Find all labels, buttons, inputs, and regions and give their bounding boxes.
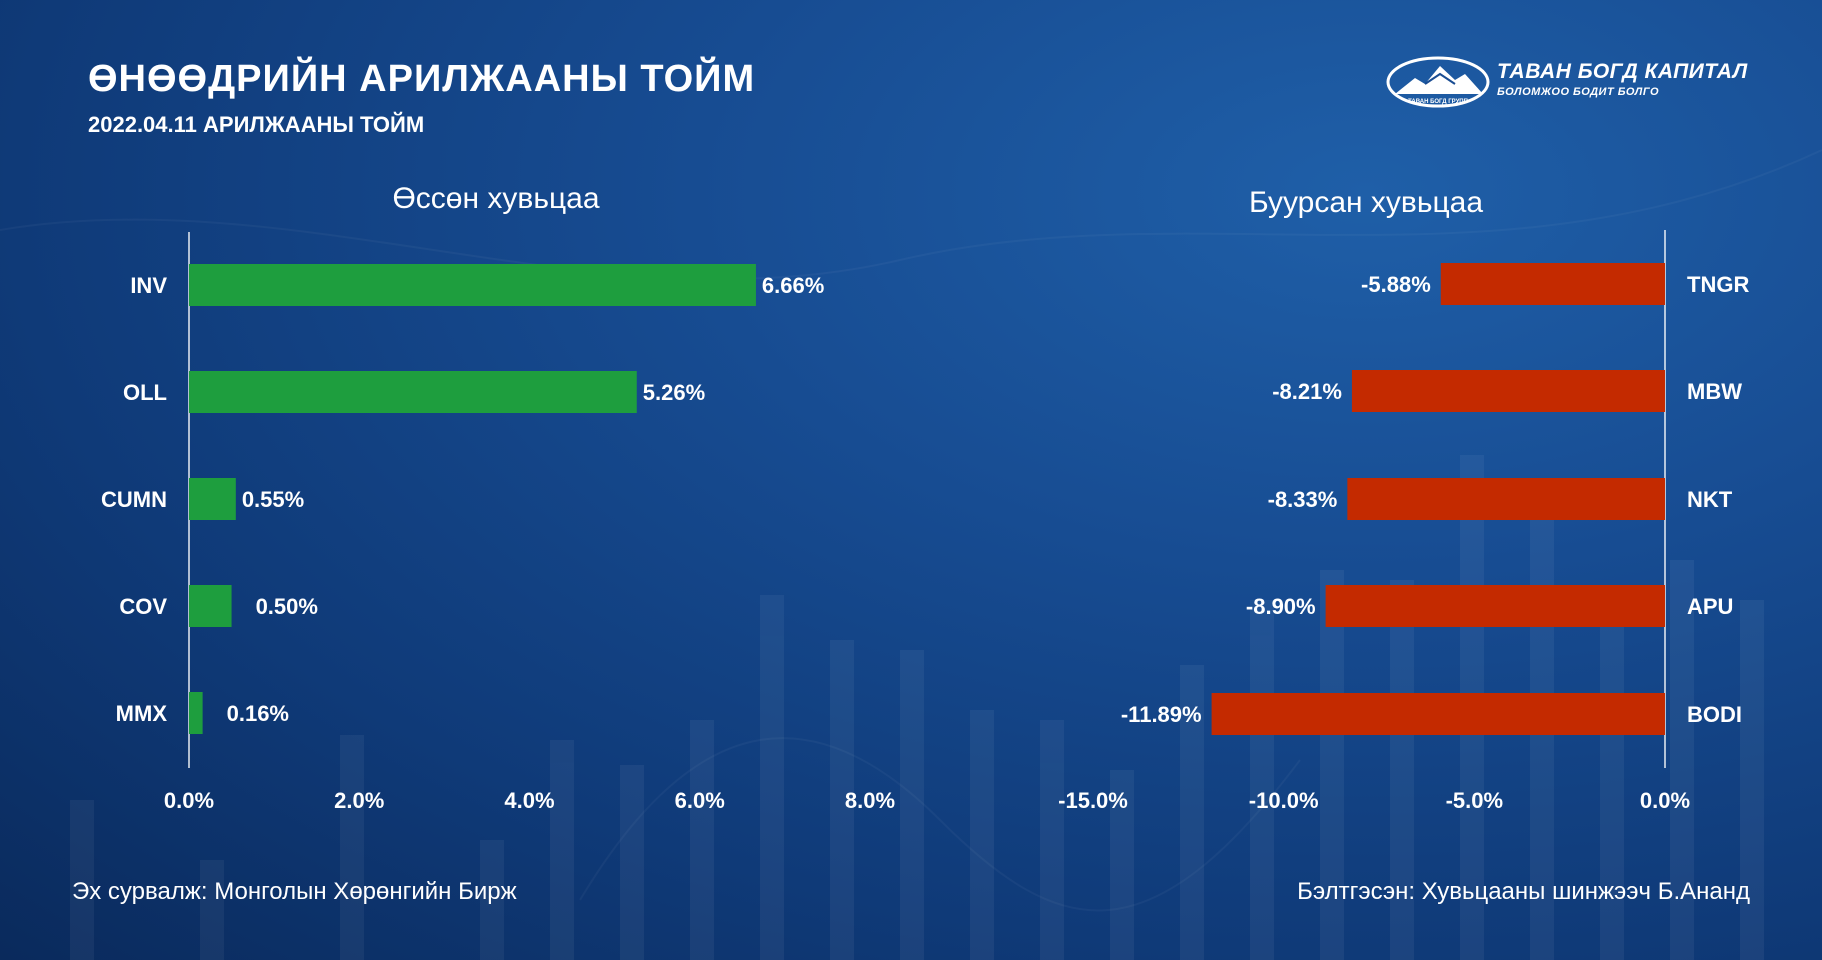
source-note: Эх сурвалж: Монголын Хөрөнгийн Бирж [72, 878, 517, 905]
bar [1351, 370, 1665, 412]
category-label: CUMN [101, 487, 167, 512]
category-label: MMX [116, 701, 168, 726]
logo-tagline: БОЛОМЖОО БОДИТ БОЛГО [1497, 86, 1660, 98]
category-label: APU [1687, 594, 1733, 619]
page-subtitle: 2022.04.11 АРИЛЖААНЫ ТОЙМ [88, 112, 425, 137]
bar [1440, 263, 1665, 305]
data-label: 6.66% [762, 273, 824, 298]
x-tick-label: 6.0% [675, 788, 725, 813]
data-label: -8.90% [1246, 594, 1316, 619]
x-tick-label: 0.0% [1640, 788, 1690, 813]
x-tick-label: 0.0% [164, 788, 214, 813]
bar [1211, 693, 1665, 735]
bar [189, 264, 756, 306]
bar [189, 371, 637, 413]
data-label: 0.55% [242, 487, 304, 512]
chart-title: Өссөн хувьцаа [392, 182, 599, 215]
x-tick-label: 2.0% [334, 788, 384, 813]
category-label: BODI [1687, 702, 1742, 727]
mountain-logo-icon: ТАВАН БОГД ГРУПП [1386, 56, 1490, 108]
category-label: MBW [1687, 379, 1742, 404]
svg-text:ТАВАН БОГД ГРУПП: ТАВАН БОГД ГРУПП [1408, 99, 1468, 105]
data-label: -8.21% [1272, 379, 1342, 404]
data-label: 0.50% [256, 594, 318, 619]
bar [189, 585, 232, 627]
company-logo: ТАВАН БОГД ГРУПП ТАВАН БОГД КАПИТАЛ БОЛО… [1385, 52, 1755, 112]
prepared-by-note: Бэлтгэсэн: Хувьцааны шинжээч Б.Ананд [1297, 878, 1750, 905]
bar [189, 478, 236, 520]
x-tick-label: 8.0% [845, 788, 895, 813]
data-label: -5.88% [1361, 272, 1431, 297]
x-tick-label: -15.0% [1058, 788, 1128, 813]
x-tick-label: -5.0% [1446, 788, 1503, 813]
category-label: COV [119, 594, 167, 619]
bar [1325, 585, 1665, 627]
category-label: OLL [123, 380, 167, 405]
data-label: -11.89% [1121, 702, 1202, 727]
page-title: ӨНӨӨДРИЙН АРИЛЖААНЫ ТОЙМ [88, 58, 756, 100]
bar [1347, 478, 1665, 520]
x-tick-label: -10.0% [1249, 788, 1319, 813]
chart-title: Буурсан хувьцаа [1249, 186, 1483, 219]
category-label: INV [130, 273, 167, 298]
category-label: TNGR [1687, 272, 1749, 297]
x-tick-label: 4.0% [504, 788, 554, 813]
data-label: -8.33% [1268, 487, 1338, 512]
logo-company-name: ТАВАН БОГД КАПИТАЛ [1497, 60, 1748, 83]
data-label: 0.16% [227, 701, 289, 726]
bar [189, 692, 203, 734]
category-label: NKT [1687, 487, 1733, 512]
data-label: 5.26% [643, 380, 705, 405]
